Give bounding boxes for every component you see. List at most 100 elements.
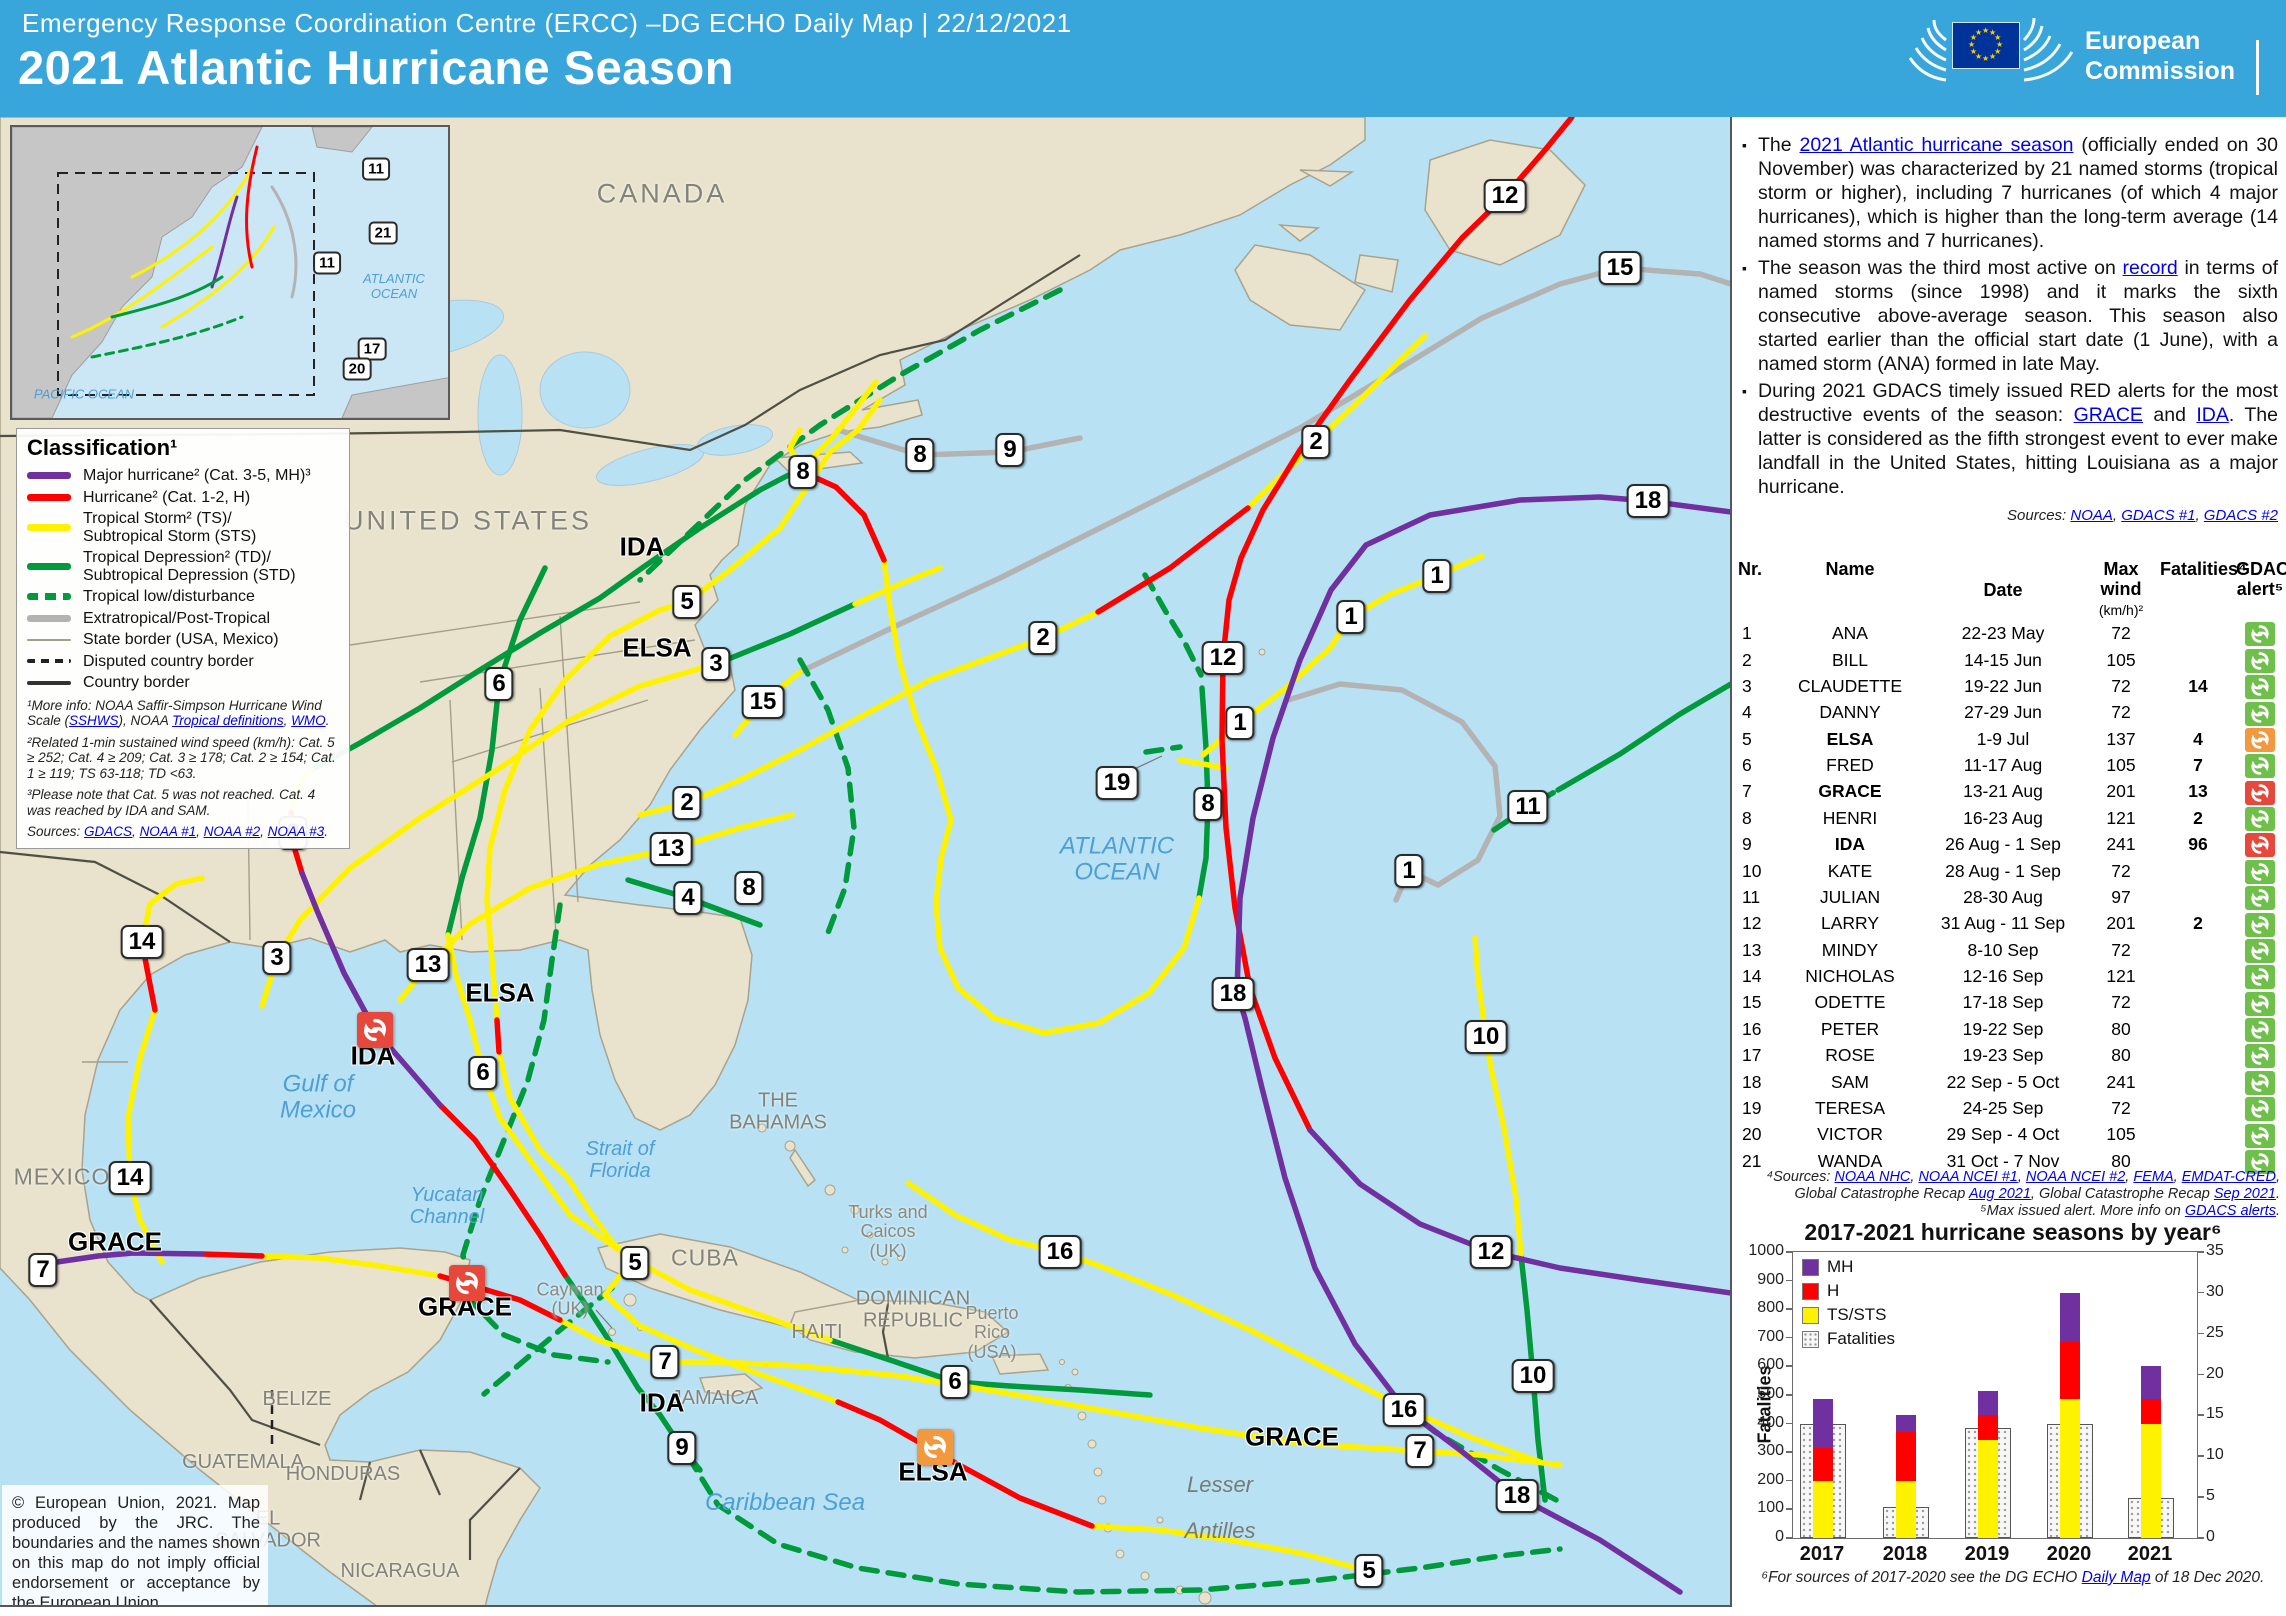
ts-sts-bar-2019	[1978, 1439, 1998, 1538]
mh-bar-2018	[1896, 1415, 1916, 1432]
table-row-victor: 20 VICTOR 29 Sep - 4 Oct 105	[1738, 1121, 2284, 1148]
track-marker-11: 11	[1507, 790, 1549, 824]
chart-legend-item: H	[1802, 1281, 1895, 1301]
hurricane-icon-elsa-alert	[917, 1429, 953, 1465]
link[interactable]: GDACS alerts	[2184, 1203, 2276, 1219]
link[interactable]: NOAA #2	[203, 824, 261, 839]
link[interactable]: NOAA #3	[267, 824, 325, 839]
ts-sts-bar-2018	[1896, 1480, 1916, 1538]
link[interactable]: SSHWS	[69, 713, 119, 728]
summary-bullet: The 2021 Atlantic hurricane season (offi…	[1742, 133, 2278, 253]
gdacs-alert-icon-green	[2245, 1044, 2275, 1069]
table-row-elsa: 5 ELSA 1-9 Jul 137 4	[1738, 726, 2284, 752]
legend-swatch-h	[27, 493, 71, 501]
geo-label: GUATEMALA	[182, 1451, 304, 1474]
seasons-chart: 2017-2021 hurricane seasons by year⁶ Fat…	[1740, 1217, 2286, 1599]
col-gdacs: GDACS alert⁵	[2236, 559, 2286, 599]
left-tick: 600	[1757, 1356, 1784, 1374]
track-marker-5: 5	[620, 1246, 650, 1280]
link[interactable]: IDA	[2196, 404, 2229, 426]
link[interactable]: NOAA	[2070, 507, 2113, 524]
storms-table: Nr. Name Date Max wind (km/h)² Fatalitie…	[1738, 559, 2286, 1174]
link[interactable]: Tropical definitions	[172, 713, 284, 728]
header-subtitle: Emergency Response Coordination Centre (…	[22, 8, 1072, 38]
link[interactable]: Daily Map	[2081, 1569, 2151, 1586]
link[interactable]: GDACS	[84, 824, 133, 839]
right-tick: 10	[2206, 1446, 2224, 1464]
h-bar-2019	[1978, 1415, 1998, 1440]
legend-item: Tropical Storm² (TS)/Subtropical Storm (…	[27, 510, 341, 545]
gdacs-alert-icon-green	[2245, 991, 2275, 1016]
track-marker-14: 14	[120, 925, 164, 959]
geo-label: UNITED STATES	[343, 505, 593, 536]
right-tick: 0	[2206, 1528, 2215, 1545]
gdacs-alert-icon-green	[2245, 1070, 2275, 1095]
panel-sources: Sources: NOAA, GDACS #1, GDACS #2	[2007, 507, 2278, 524]
table-row-rose: 17 ROSE 19-23 Sep 80	[1738, 1042, 2284, 1069]
left-tick: 400	[1757, 1413, 1784, 1431]
track-marker-1: 1	[1394, 854, 1424, 888]
legend-swatch-disp	[27, 659, 71, 664]
inset-marker-17: 17	[357, 337, 387, 361]
link[interactable]: GRACE	[2073, 404, 2143, 426]
link[interactable]: Aug 2021	[1968, 1186, 2031, 1202]
year-label: 2021	[2127, 1543, 2173, 1565]
gdacs-alert-icon-green	[2245, 912, 2275, 937]
hurricane-icon-grace-alert	[449, 1265, 485, 1301]
link[interactable]: NOAA NCEI #2	[2025, 1169, 2126, 1185]
gdacs-alert-icon-green	[2245, 807, 2275, 831]
geo-label: Puerto Rico (USA)	[965, 1302, 1019, 1362]
link[interactable]: WMO	[291, 713, 326, 728]
link[interactable]: GDACS #1	[2121, 507, 2196, 524]
geo-label: NICARAGUA	[340, 1560, 460, 1583]
chart-legend: MH H TS/STS Fatalities	[1802, 1257, 1895, 1353]
table-row-larry: 12 LARRY 31 Aug - 11 Sep 201 2	[1738, 910, 2284, 937]
link[interactable]: GDACS #2	[2203, 507, 2278, 524]
table-row-nicholas: 14 NICHOLAS 12-16 Sep 121	[1738, 963, 2284, 990]
storm-label: ELSA	[465, 977, 535, 1008]
legend-item: State border (USA, Mexico)	[27, 631, 341, 649]
ec-logo-text: European Commission	[2085, 27, 2236, 85]
geo-label: MEXICO	[13, 1163, 111, 1190]
track-marker-2: 2	[1028, 621, 1058, 655]
gdacs-alert-icon-green	[2245, 938, 2275, 963]
col-wind: Max wind (km/h)²	[2098, 559, 2144, 618]
link[interactable]: Sep 2021	[2213, 1186, 2276, 1202]
link[interactable]: NOAA NCEI #1	[1918, 1169, 2018, 1185]
legend-swatch-ext	[27, 614, 71, 622]
copyright-note: © European Union, 2021. Map produced by …	[2, 1485, 268, 1605]
link[interactable]: NOAA NHC	[1834, 1169, 1911, 1185]
chart-legend-item: MH	[1802, 1257, 1895, 1277]
year-label: 2017	[1799, 1543, 1845, 1565]
track-marker-16: 16	[1038, 1235, 1082, 1269]
storm-label: ELSA	[622, 632, 692, 663]
geo-label: Cayman (UK)	[536, 1279, 604, 1319]
track-marker-18: 18	[1495, 1479, 1539, 1513]
gdacs-alert-icon-green	[2245, 675, 2275, 700]
year-label: 2018	[1882, 1543, 1928, 1565]
track-marker-13: 13	[649, 832, 693, 866]
water-label: ATLANTIC OCEAN	[1059, 832, 1175, 886]
track-marker-19: 19	[1095, 766, 1139, 800]
geo-label: BELIZE	[262, 1388, 332, 1411]
track-marker-1: 1	[1336, 600, 1366, 634]
inset-atlantic-label: ATLANTIC OCEAN	[363, 271, 425, 301]
link[interactable]: NOAA #1	[139, 824, 197, 839]
geo-label: CUBA	[671, 1244, 739, 1271]
chart-legend-item: TS/STS	[1802, 1305, 1895, 1325]
link[interactable]: 2021 Atlantic hurricane season	[1799, 134, 2074, 156]
logo-separator	[2256, 40, 2259, 95]
track-marker-6: 6	[484, 667, 514, 701]
link[interactable]: FEMA	[2133, 1169, 2174, 1185]
link[interactable]: EMDAT-CRED	[2181, 1169, 2276, 1185]
mh-bar-2021	[2141, 1366, 2161, 1400]
track-marker-3: 3	[262, 941, 292, 975]
legend-item: Tropical low/disturbance	[27, 588, 341, 606]
inset-pacific-label: PACIFIC OCEAN	[33, 386, 135, 402]
track-marker-8: 8	[734, 871, 764, 905]
track-marker-9: 9	[667, 1431, 697, 1465]
link[interactable]: record	[2122, 257, 2178, 279]
right-tick: 30	[2206, 1282, 2224, 1300]
left-tick: 1000	[1748, 1242, 1784, 1259]
water-label: Gulf of Mexico	[279, 1070, 357, 1124]
